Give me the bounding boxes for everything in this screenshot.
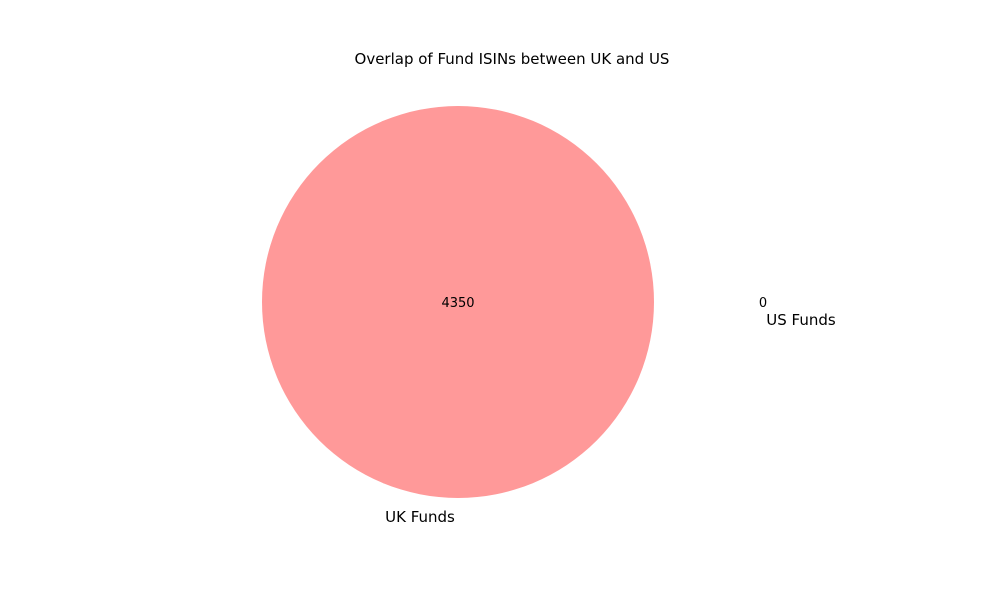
uk-funds-circle [262,106,654,498]
us-only-count-label: 0 [759,296,767,311]
uk-only-count-label: 4350 [441,296,474,311]
us-funds-set-label: US Funds [766,311,836,329]
uk-funds-set-label: UK Funds [385,508,455,526]
chart-title: Overlap of Fund ISINs between UK and US [355,50,670,68]
